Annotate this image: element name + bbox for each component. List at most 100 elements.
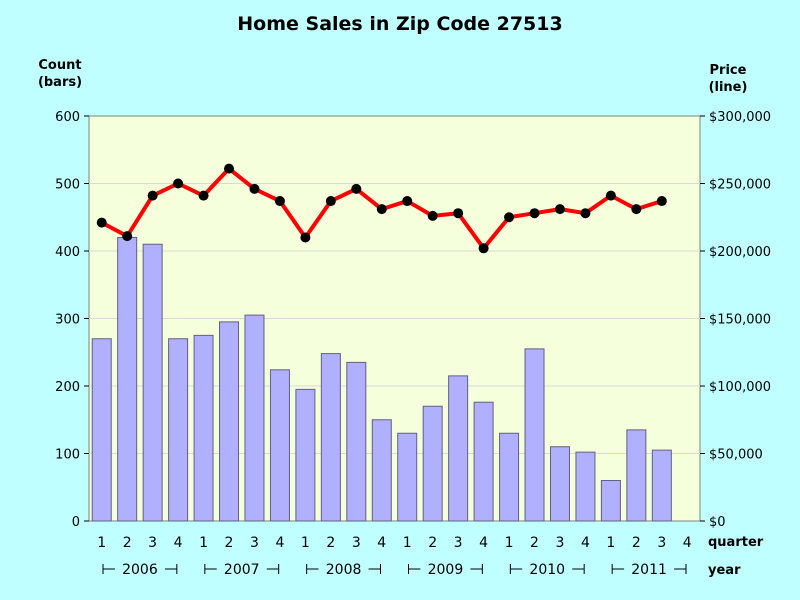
quarter-label: 3 (454, 535, 463, 551)
count-bar (651, 449, 672, 522)
price-point (249, 183, 260, 194)
count-bar (448, 375, 469, 522)
quarter-label: 2 (326, 535, 335, 551)
quarter-label: 3 (556, 535, 565, 551)
count-bar (244, 314, 265, 522)
quarter-label: 4 (581, 535, 590, 551)
price-point (224, 163, 235, 174)
quarter-label: 1 (606, 535, 615, 551)
right-tick-label: $150,000 (709, 313, 771, 328)
price-point (173, 178, 184, 189)
quarter-label: 4 (479, 535, 488, 551)
count-bar (219, 321, 240, 522)
bars (91, 237, 672, 522)
quarter-label: 3 (352, 535, 361, 551)
left-tick-label: 300 (55, 313, 80, 328)
quarter-label: 3 (148, 535, 157, 551)
right-tick-label: $100,000 (709, 380, 771, 395)
price-point (402, 196, 413, 207)
year-label: 2010 (529, 562, 565, 578)
count-bar (320, 353, 341, 522)
price-point (274, 196, 285, 207)
count-bar (499, 432, 520, 522)
count-bar (600, 480, 621, 522)
quarter-label: 4 (275, 535, 284, 551)
price-point (376, 204, 387, 215)
quarter-label: 2 (225, 535, 234, 551)
quarter-label: 1 (403, 535, 412, 551)
count-bar (269, 369, 290, 522)
year-label: 2007 (224, 562, 260, 578)
price-point (300, 232, 311, 243)
count-bar (295, 388, 316, 522)
price-point (325, 196, 336, 207)
count-bar (524, 348, 545, 522)
price-point (198, 190, 209, 201)
x-inner-axis-label: quarter (708, 535, 764, 550)
left-axis-label-line1: Count (38, 58, 81, 73)
left-tick-label: 500 (55, 178, 80, 193)
left-axis-label-line2: (bars) (38, 75, 82, 90)
count-bar (91, 338, 112, 522)
quarter-label: 1 (97, 535, 106, 551)
price-point (478, 243, 489, 254)
count-bar (626, 429, 647, 522)
count-bar (168, 338, 189, 522)
right-tick-label: $200,000 (709, 245, 771, 260)
quarter-label: 1 (505, 535, 514, 551)
price-point (147, 190, 158, 201)
left-tick-label: 200 (55, 380, 80, 395)
right-axis-label-line1: Price (710, 63, 747, 78)
quarter-label: 2 (530, 535, 539, 551)
price-point (427, 210, 438, 221)
left-axis-ticks: 0 100 200 300 400 500 600 (55, 110, 89, 530)
right-axis-label-line2: (line) (709, 80, 748, 95)
price-point (580, 208, 591, 219)
price-point (656, 196, 667, 207)
right-axis-ticks: $0 $50,000 $100,000 $150,000 $200,000 $250,00… (700, 110, 771, 530)
count-bar (371, 419, 392, 522)
price-point (504, 212, 515, 223)
right-tick-label: $0 (709, 515, 726, 530)
count-bar (549, 446, 570, 522)
year-labels: 2006 2007 2008 2009 2010 2011 (102, 562, 687, 578)
quarter-label: 2 (428, 535, 437, 551)
price-point (122, 231, 133, 242)
gridlines (89, 183, 700, 454)
left-tick-label: 100 (55, 448, 80, 463)
count-bar (473, 401, 494, 522)
price-point (529, 208, 540, 219)
right-tick-label: $300,000 (709, 110, 771, 125)
right-tick-label: $50,000 (709, 448, 763, 463)
count-bar (346, 361, 367, 522)
count-bar (117, 237, 138, 522)
quarter-label: 4 (174, 535, 183, 551)
x-outer-axis-label: year (708, 563, 741, 578)
count-bar (193, 334, 214, 522)
year-label: 2006 (122, 562, 158, 578)
quarter-label: 3 (250, 535, 259, 551)
count-bar (397, 432, 418, 522)
chart-title: Home Sales in Zip Code 27513 (237, 13, 562, 35)
count-bar (422, 405, 443, 522)
right-tick-label: $250,000 (709, 178, 771, 193)
quarter-label: 1 (199, 535, 208, 551)
left-tick-label: 600 (55, 110, 80, 125)
quarter-label: 4 (377, 535, 386, 551)
year-label: 2009 (428, 562, 464, 578)
price-point (351, 183, 362, 194)
price-line (96, 163, 667, 254)
quarter-label: 1 (301, 535, 310, 551)
year-label: 2008 (326, 562, 362, 578)
quarter-label: 4 (683, 535, 692, 551)
price-point (453, 208, 464, 219)
quarter-label: 3 (657, 535, 666, 551)
count-bar (142, 243, 163, 522)
quarter-label: 2 (632, 535, 641, 551)
left-tick-label: 0 (72, 515, 80, 530)
price-point (554, 204, 565, 215)
left-tick-label: 400 (55, 245, 80, 260)
quarter-label: 2 (123, 535, 132, 551)
